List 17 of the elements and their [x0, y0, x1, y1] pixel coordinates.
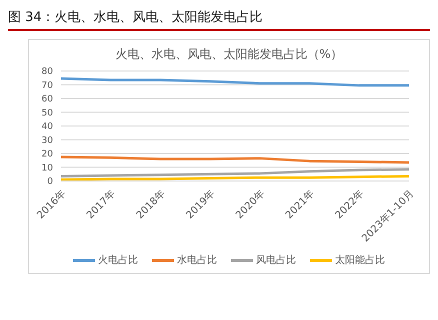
y-tick-label: 70 — [42, 80, 54, 91]
y-tick-label: 30 — [42, 136, 54, 146]
line-series — [60, 168, 410, 178]
legend-label: 火电占比 — [98, 254, 138, 267]
chart-subtitle: 火电、水电、风电、太阳能发电占比（%） — [114, 46, 344, 63]
legend-label: 水电占比 — [177, 254, 217, 267]
y-tick-label: 40 — [42, 122, 54, 132]
y-tick-label: 60 — [42, 94, 54, 105]
line-series — [60, 77, 410, 87]
y-tick-label: 20 — [42, 150, 54, 160]
y-tick-label: 50 — [42, 108, 54, 118]
y-tick-label: 10 — [42, 163, 54, 174]
y-tick-label: 0 — [47, 177, 54, 188]
legend-label: 太阳能占比 — [335, 254, 385, 267]
legend-label: 风电占比 — [256, 254, 296, 267]
chart-title: 图 34：火电、水电、风电、太阳能发电占比 — [8, 8, 430, 31]
y-tick-label: 80 — [42, 67, 54, 78]
